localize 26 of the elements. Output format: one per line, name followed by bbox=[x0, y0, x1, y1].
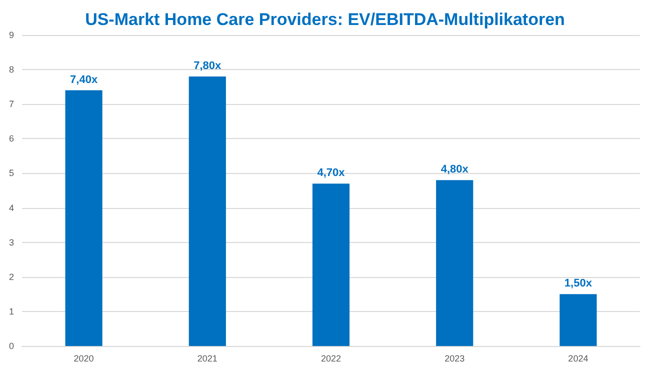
data-label: 7,40x bbox=[70, 74, 98, 86]
bar bbox=[312, 184, 350, 346]
y-tick-label: 8 bbox=[8, 64, 14, 75]
y-tick-label: 1 bbox=[8, 306, 14, 316]
bar bbox=[65, 90, 102, 346]
y-tick-label: 9 bbox=[8, 30, 14, 40]
y-tick-label: 6 bbox=[8, 134, 14, 144]
data-label: 1,50x bbox=[564, 278, 593, 290]
bar bbox=[560, 294, 597, 346]
bar bbox=[188, 76, 226, 346]
bar bbox=[436, 180, 474, 346]
y-tick-label: 2 bbox=[8, 272, 14, 282]
y-tick-label: 5 bbox=[8, 168, 14, 178]
data-label: 4,80x bbox=[440, 164, 470, 176]
x-tick-label: 2022 bbox=[320, 354, 342, 364]
x-tick-label: 2024 bbox=[568, 354, 588, 364]
x-tick-label: 2023 bbox=[444, 354, 465, 364]
chart-title: US-Markt Home Care Providers: EV/EBITDA-Multiplikatoren bbox=[85, 10, 565, 29]
data-label: 7,80x bbox=[194, 60, 222, 72]
y-tick-label: 0 bbox=[8, 341, 14, 351]
x-tick-label: 2021 bbox=[197, 354, 218, 364]
y-tick-label: 3 bbox=[8, 237, 14, 248]
y-tick-label: 4 bbox=[8, 202, 14, 213]
data-label: 4,70x bbox=[317, 167, 346, 180]
x-tick-label: 2020 bbox=[74, 354, 94, 364]
y-tick-label: 7 bbox=[8, 99, 14, 110]
